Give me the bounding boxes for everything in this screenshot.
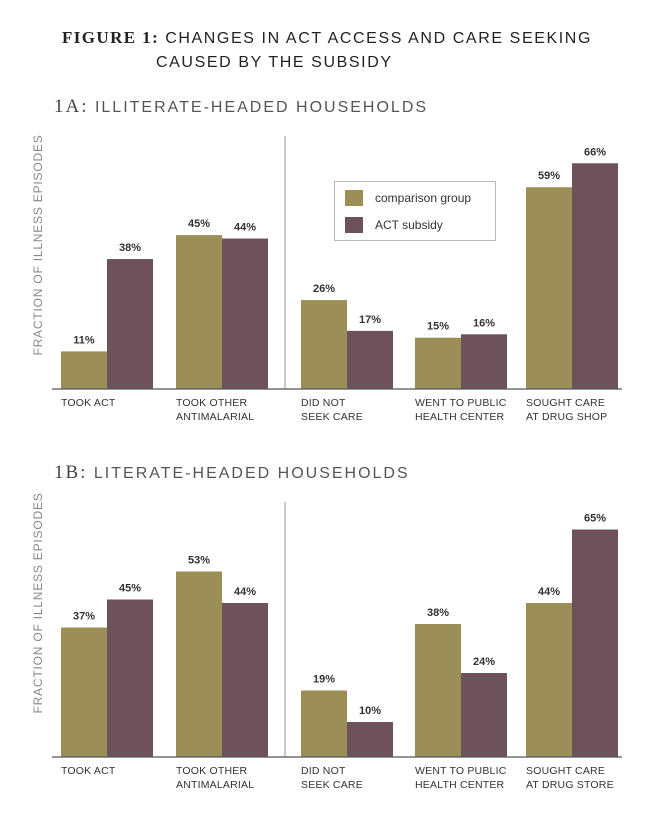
value-label-subsidy-a-1: 44% <box>234 222 256 234</box>
value-label-subsidy-a-2: 17% <box>359 314 381 326</box>
category-label-b-0-0: TOOK ACT <box>61 765 116 777</box>
category-label-b-4-1: AT DRUG STORE <box>526 779 614 791</box>
bar-comparison-b-0 <box>61 627 107 757</box>
bar-subsidy-b-3 <box>461 673 507 757</box>
category-label-b-1-0: TOOK OTHER <box>176 765 247 777</box>
legend-swatch-subsidy <box>345 217 363 233</box>
category-label-a-2-1: SEEK CARE <box>301 411 363 423</box>
category-label-b-4-0: SOUGHT CARE <box>526 765 605 777</box>
category-label-b-1-1: ANTIMALARIAL <box>176 779 254 791</box>
bar-subsidy-a-4 <box>572 163 618 389</box>
value-label-subsidy-b-0: 45% <box>119 583 141 595</box>
figure-lead: FIGURE 1: <box>62 28 160 47</box>
bar-comparison-b-1 <box>176 571 222 757</box>
legend-label-subsidy: ACT subsidy <box>375 218 443 232</box>
panel-a-num: 1A: <box>54 96 89 117</box>
category-label-a-1-0: TOOK OTHER <box>176 397 247 409</box>
value-label-comparison-b-0: 37% <box>73 611 95 623</box>
category-label-a-3-0: WENT TO PUBLIC <box>415 397 507 409</box>
category-label-b-3-0: WENT TO PUBLIC <box>415 765 507 777</box>
value-label-subsidy-b-4: 65% <box>584 513 606 525</box>
legend: comparison group ACT subsidy <box>334 181 496 241</box>
value-label-comparison-b-1: 53% <box>188 555 210 567</box>
value-label-comparison-b-2: 19% <box>313 674 335 686</box>
category-label-a-4-0: SOUGHT CARE <box>526 397 605 409</box>
panel-a-title: 1A: ILLITERATE-HEADED HOUSEHOLDS <box>54 96 428 118</box>
legend-item-subsidy: ACT subsidy <box>345 217 443 233</box>
bar-subsidy-b-4 <box>572 529 618 757</box>
y-axis-label-b: FRACTION OF ILLNESS EPISODES <box>31 492 45 713</box>
bar-comparison-a-0 <box>61 351 107 389</box>
value-label-subsidy-a-3: 16% <box>473 317 495 329</box>
value-label-comparison-a-0: 11% <box>73 334 95 346</box>
value-label-comparison-a-3: 15% <box>427 321 449 333</box>
bar-comparison-a-3 <box>415 337 461 389</box>
panel-b-num: 1B: <box>54 462 88 483</box>
bar-comparison-b-4 <box>526 603 572 757</box>
panel-b-label: LITERATE-HEADED HOUSEHOLDS <box>93 465 410 482</box>
category-label-a-3-1: HEALTH CENTER <box>415 411 505 423</box>
bar-subsidy-b-1 <box>222 603 268 757</box>
category-label-a-1-1: ANTIMALARIAL <box>176 411 254 423</box>
bar-subsidy-a-1 <box>222 238 268 389</box>
value-label-subsidy-b-1: 44% <box>234 586 256 598</box>
bar-comparison-a-1 <box>176 235 222 389</box>
category-label-b-2-1: SEEK CARE <box>301 779 363 791</box>
value-label-comparison-a-4: 59% <box>538 170 560 182</box>
bar-subsidy-a-0 <box>107 259 153 389</box>
bar-subsidy-b-2 <box>347 722 393 757</box>
figure-title: FIGURE 1: CHANGES IN ACT ACCESS AND CARE… <box>62 26 622 75</box>
figure-title-line2: CAUSED BY THE SUBSIDY <box>156 54 393 71</box>
value-label-comparison-a-1: 45% <box>188 218 210 230</box>
bar-comparison-a-2 <box>301 300 347 389</box>
value-label-subsidy-a-4: 66% <box>584 146 606 158</box>
bar-comparison-a-4 <box>526 187 572 389</box>
bar-subsidy-b-0 <box>107 599 153 757</box>
value-label-comparison-b-3: 38% <box>427 607 449 619</box>
category-label-a-0-0: TOOK ACT <box>61 397 116 409</box>
chart-literate: FRACTION OF ILLNESS EPISODES 37% 53% 19% 38%… <box>31 492 622 791</box>
y-axis-label-a: FRACTION OF ILLNESS EPISODES <box>31 134 45 355</box>
value-label-subsidy-b-2: 10% <box>359 705 381 717</box>
category-label-b-3-1: HEALTH CENTER <box>415 779 505 791</box>
value-label-subsidy-a-0: 38% <box>119 242 141 254</box>
bar-comparison-b-3 <box>415 624 461 757</box>
category-label-a-2-0: DID NOT <box>301 397 346 409</box>
bar-subsidy-a-3 <box>461 334 507 389</box>
category-label-a-4-1: AT DRUG SHOP <box>526 411 607 423</box>
value-label-comparison-a-2: 26% <box>313 283 335 295</box>
value-label-comparison-b-4: 44% <box>538 586 560 598</box>
legend-item-comparison: comparison group <box>345 190 471 206</box>
value-label-subsidy-b-3: 24% <box>473 656 495 668</box>
legend-swatch-comparison <box>345 190 363 206</box>
panel-b-title: 1B: LITERATE-HEADED HOUSEHOLDS <box>54 462 410 484</box>
bar-comparison-b-2 <box>301 690 347 757</box>
bar-subsidy-a-2 <box>347 330 393 389</box>
figure-title-line1: CHANGES IN ACT ACCESS AND CARE SEEKING <box>165 30 593 47</box>
legend-label-comparison: comparison group <box>375 191 472 205</box>
category-label-b-2-0: DID NOT <box>301 765 346 777</box>
panel-a-label: ILLITERATE-HEADED HOUSEHOLDS <box>94 99 429 116</box>
chart-illiterate: FRACTION OF ILLNESS EPISODES 11% 45% 26% 15%… <box>31 134 622 423</box>
